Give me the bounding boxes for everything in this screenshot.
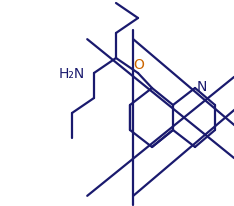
Text: H₂N: H₂N (59, 67, 85, 81)
Text: N: N (197, 80, 207, 94)
Text: O: O (134, 58, 144, 72)
